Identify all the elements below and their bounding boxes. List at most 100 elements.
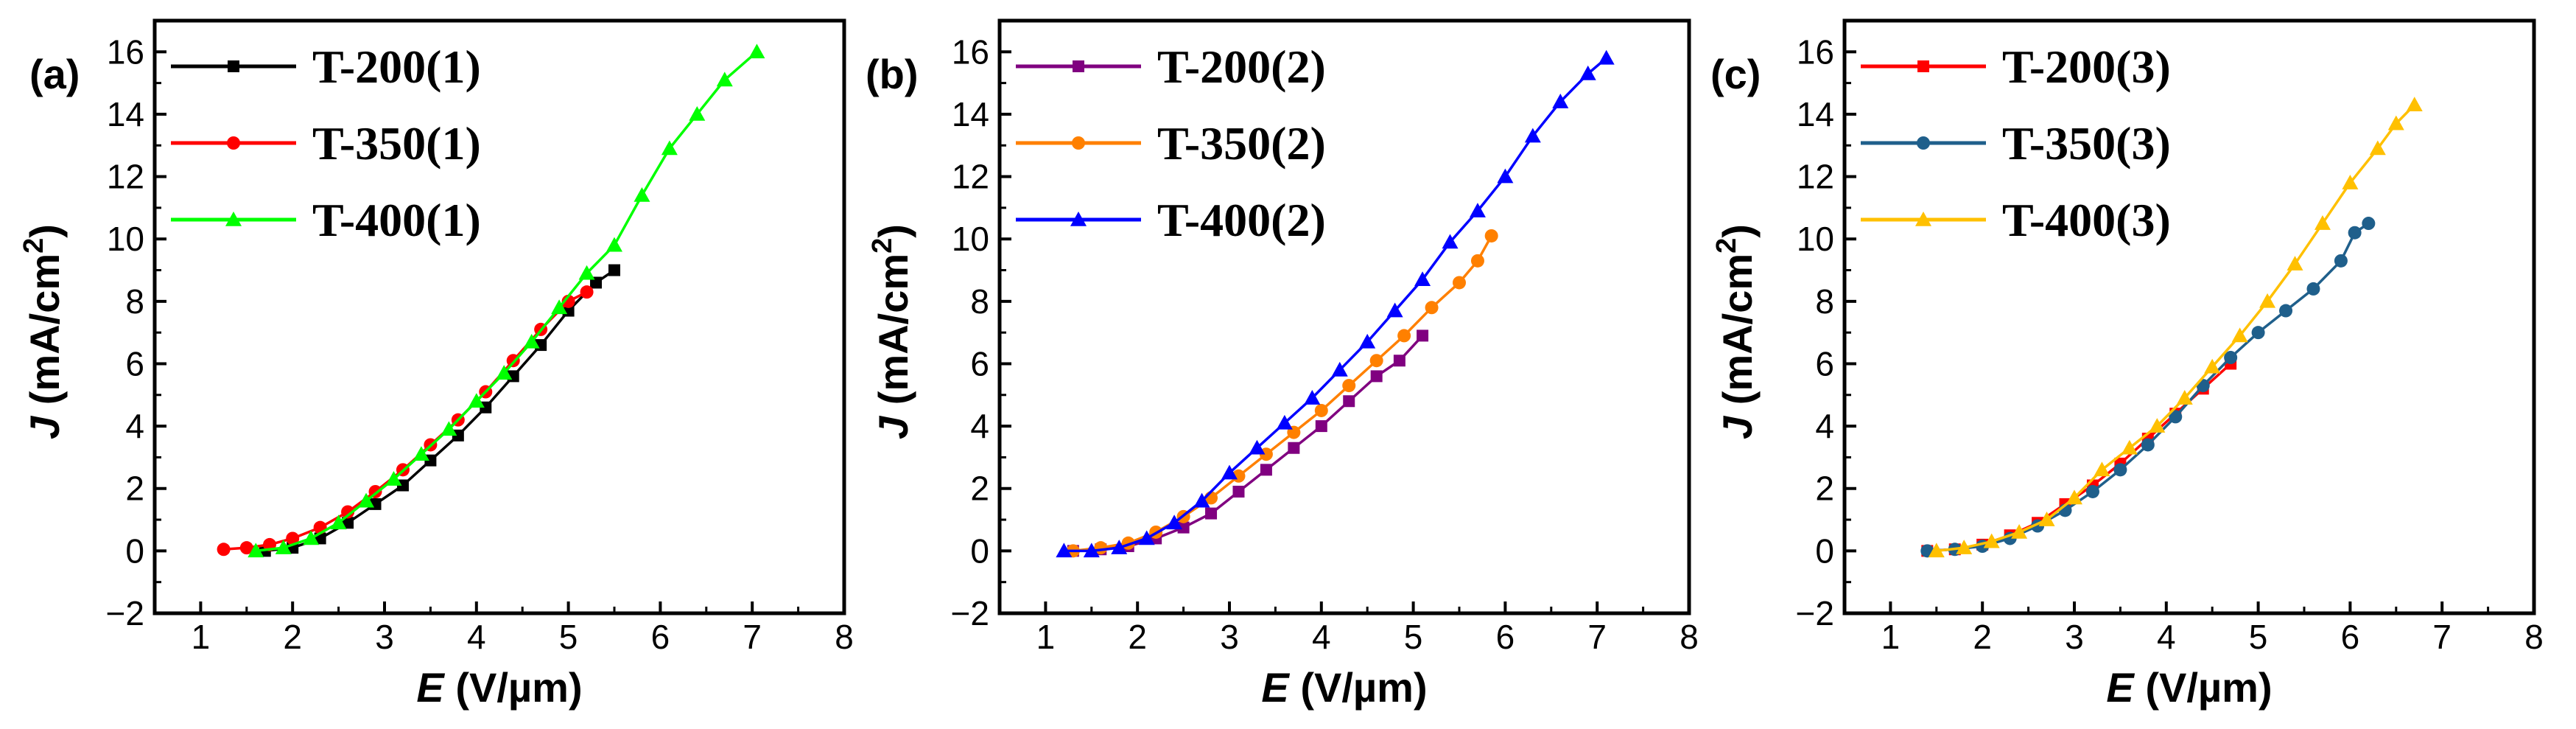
data-point <box>1249 439 1266 455</box>
y-tick-label: 6 <box>1815 344 1834 383</box>
data-point <box>248 543 264 558</box>
data-point <box>2314 215 2331 230</box>
data-point <box>496 365 513 380</box>
data-point <box>2085 484 2099 498</box>
y-axis-title-symbol: J <box>1714 415 1761 439</box>
data-point <box>2066 489 2082 505</box>
y-tick-label: 12 <box>1797 158 1834 196</box>
data-point <box>1417 329 1429 342</box>
x-tick-label: 5 <box>1404 618 1423 656</box>
y-axis-title-unit: (mA/cm <box>870 254 916 416</box>
y-tick-label: 8 <box>125 282 144 321</box>
data-point <box>2342 175 2359 189</box>
data-point <box>2113 463 2127 477</box>
data-point <box>661 140 678 156</box>
data-point <box>716 71 733 87</box>
y-tick-label: 14 <box>107 95 144 133</box>
y-tick-label: 16 <box>952 32 989 71</box>
x-tick-label: 6 <box>2341 618 2360 656</box>
x-tick-label: 8 <box>1680 618 1699 656</box>
x-tick-label: 7 <box>2432 618 2452 656</box>
y-tick-label: 12 <box>952 158 989 196</box>
legend-marker <box>1073 60 1084 72</box>
x-tick-label: 7 <box>743 618 762 656</box>
data-point <box>2169 410 2183 424</box>
data-point <box>1579 65 1596 80</box>
y-tick-label: 0 <box>970 531 989 570</box>
series-T-400(3) <box>1928 97 2423 558</box>
y-tick-label: 2 <box>125 470 144 508</box>
data-point <box>2259 293 2276 308</box>
series-T-400(1) <box>248 43 765 558</box>
data-point <box>578 265 595 280</box>
data-point <box>2387 115 2404 130</box>
data-point <box>2251 326 2265 340</box>
x-tick-label: 3 <box>1220 618 1239 656</box>
x-axis-title-unit: (V/µm) <box>2134 664 2273 711</box>
data-point <box>2121 439 2138 455</box>
x-tick-label: 4 <box>467 618 486 656</box>
data-point <box>1552 94 1569 108</box>
x-axis-title: E (V/µm) <box>416 664 582 711</box>
data-point <box>1138 530 1155 545</box>
data-point <box>561 294 575 308</box>
legend-marker <box>1070 212 1087 226</box>
panel-label: (b) <box>866 51 919 97</box>
y-tick-label: 8 <box>970 282 989 321</box>
x-tick-label: 2 <box>283 618 302 656</box>
data-point <box>2306 282 2320 296</box>
y-tick-label: 12 <box>107 158 144 196</box>
data-point <box>1386 302 1403 318</box>
data-point <box>358 492 375 508</box>
legend: T-200(2) T-350(2) T-400(2) <box>1016 41 1326 246</box>
data-point <box>1221 464 1238 480</box>
data-point <box>1484 229 1498 243</box>
data-point <box>2334 254 2348 268</box>
y-tick-label: 10 <box>107 220 144 258</box>
x-tick-label: 7 <box>1587 618 1607 656</box>
data-point <box>1304 390 1321 405</box>
x-tick-label: 4 <box>1312 618 1331 656</box>
data-point <box>286 531 300 545</box>
data-point <box>1928 543 1945 558</box>
data-point <box>1166 515 1183 530</box>
data-point <box>1193 492 1210 508</box>
y-axis-title: J (mA/cm2) <box>1711 224 1761 439</box>
panel-label: (a) <box>29 51 80 97</box>
plot-frame <box>997 18 1691 615</box>
legend-label: T-200(2) <box>1157 41 1326 93</box>
data-point <box>606 237 622 252</box>
data-point <box>385 471 402 486</box>
data-point <box>1414 271 1431 287</box>
legend-label: T-200(3) <box>2002 41 2171 93</box>
y-tick-label: 8 <box>1815 282 1834 321</box>
data-point <box>1393 355 1405 367</box>
legend-marker <box>1917 136 1930 150</box>
data-point <box>580 285 594 299</box>
data-point <box>634 186 650 202</box>
x-tick-label: 8 <box>2524 618 2544 656</box>
data-point <box>1397 329 1411 343</box>
y-axis-title-superscript: 2 <box>1711 238 1742 254</box>
x-tick-label: 8 <box>835 618 854 656</box>
y-tick-label: −2 <box>106 594 144 632</box>
y-axis-title-superscript: 2 <box>18 238 49 254</box>
legend-label: T-350(2) <box>1157 117 1326 170</box>
data-point <box>2038 512 2055 526</box>
x-tick-label: 1 <box>192 618 211 656</box>
x-tick-label: 6 <box>1496 618 1515 656</box>
x-tick-label: 1 <box>1036 618 1056 656</box>
y-tick-label: 4 <box>1815 407 1834 445</box>
data-point <box>2149 418 2166 433</box>
data-point <box>413 446 429 461</box>
data-point <box>2141 438 2155 452</box>
x-tick-label: 2 <box>1973 618 1992 656</box>
y-tick-label: 6 <box>970 344 989 383</box>
x-axis-title: E (V/µm) <box>2106 664 2272 711</box>
y-axis-title-close: ) <box>21 224 68 238</box>
data-point <box>1288 442 1300 454</box>
